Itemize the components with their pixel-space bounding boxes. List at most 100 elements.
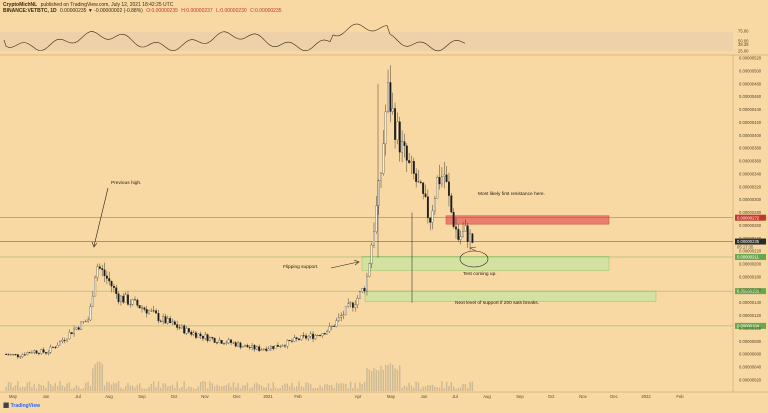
candle-body bbox=[302, 335, 305, 337]
volume-bar bbox=[75, 385, 78, 391]
candle-body bbox=[237, 342, 240, 347]
volume-bar bbox=[188, 386, 190, 391]
candle-body bbox=[466, 225, 469, 242]
volume-bar bbox=[368, 369, 370, 391]
volume-bar bbox=[310, 384, 312, 391]
volume-bar bbox=[12, 387, 14, 391]
volume-bar bbox=[356, 388, 359, 391]
volume-bar bbox=[279, 388, 281, 391]
candle-body bbox=[143, 307, 146, 310]
volume-bar bbox=[5, 387, 7, 391]
volume-bar bbox=[134, 387, 136, 391]
candle-body bbox=[363, 288, 366, 292]
high-value: H:0.00000237 bbox=[181, 8, 213, 14]
rsi-level-label: 25.00 bbox=[738, 49, 749, 54]
x-tick-label: Dec bbox=[233, 394, 240, 399]
volume-bar bbox=[431, 384, 434, 391]
close-value: C:0.00000235 bbox=[250, 8, 282, 14]
candle-body bbox=[309, 333, 312, 337]
level-label: 0.00000211 bbox=[737, 255, 759, 260]
candle-body bbox=[84, 321, 87, 323]
volume-bar bbox=[174, 387, 176, 391]
x-tick-label: Apr bbox=[355, 394, 362, 399]
y-tick-label: 0.00000180 bbox=[739, 274, 762, 279]
volume-bar bbox=[384, 364, 387, 391]
candle-body bbox=[141, 307, 143, 309]
candle-body bbox=[9, 354, 12, 356]
candle-body bbox=[28, 352, 31, 354]
x-tick-label: Nov bbox=[201, 394, 209, 399]
volume-bar bbox=[443, 388, 445, 391]
volume-bar bbox=[138, 383, 141, 391]
candle-body bbox=[218, 340, 221, 344]
candle-body bbox=[401, 141, 404, 153]
volume-bar bbox=[408, 382, 410, 391]
volume-bar bbox=[394, 368, 396, 391]
candle-body bbox=[77, 327, 80, 330]
x-tick-label: Feb bbox=[294, 394, 302, 399]
candle-body bbox=[35, 350, 38, 354]
level-tag bbox=[735, 253, 766, 260]
candle-body bbox=[47, 352, 50, 354]
volume-bar bbox=[436, 387, 438, 391]
rsi-line bbox=[3, 23, 466, 52]
candle-body bbox=[394, 108, 396, 140]
candle-body bbox=[68, 332, 71, 340]
volume-bar bbox=[410, 385, 413, 391]
volume-bar bbox=[249, 388, 251, 391]
candle-body bbox=[258, 346, 261, 351]
candle-body bbox=[380, 173, 382, 181]
tradingview-logo[interactable]: ⬛ TradingView bbox=[3, 403, 40, 409]
volume-bar bbox=[45, 387, 47, 391]
volume-bar bbox=[141, 388, 143, 391]
candle-body bbox=[429, 217, 432, 223]
volume-bar bbox=[246, 382, 249, 391]
volume-bar bbox=[361, 384, 363, 391]
candle-body bbox=[232, 342, 235, 344]
candle-body bbox=[244, 345, 247, 347]
candle-body bbox=[284, 345, 286, 347]
volume-bar bbox=[265, 387, 267, 391]
volume-bar bbox=[399, 365, 401, 391]
symbol-label[interactable]: BINANCE:VETBTC, 1D bbox=[3, 8, 57, 14]
candle-body bbox=[471, 233, 474, 243]
candle-body bbox=[398, 121, 401, 153]
y-tick-label: 0.00000160 bbox=[739, 287, 762, 292]
x-tick-label: 2022 bbox=[641, 394, 651, 399]
axis-layer: 0.00000520 0.00000500 0.00000480 0.00000460… bbox=[0, 55, 768, 399]
volume-bar bbox=[113, 382, 115, 391]
x-tick-label: Feb bbox=[676, 394, 684, 399]
y-tick-label: 0.00000140 bbox=[739, 300, 762, 305]
volume-bar bbox=[206, 388, 209, 391]
candle-body bbox=[94, 277, 97, 297]
candle-body bbox=[110, 280, 113, 287]
candle-body bbox=[450, 195, 453, 213]
level-label: 0.00000235 bbox=[737, 239, 760, 244]
volume-bar bbox=[199, 382, 202, 391]
candle-body bbox=[305, 335, 307, 339]
volume-bar bbox=[302, 387, 305, 391]
volume-bar bbox=[73, 387, 75, 391]
volume-bar bbox=[377, 370, 380, 391]
volume-bar bbox=[244, 385, 246, 391]
rsi-level-label: 75.00 bbox=[738, 29, 749, 34]
y-tick-label: 0.00000380 bbox=[739, 146, 762, 151]
volume-bar bbox=[202, 381, 204, 391]
volume-bar bbox=[64, 386, 66, 391]
volume-bar bbox=[124, 385, 127, 391]
publisher-name[interactable]: CryptoMichNL bbox=[3, 2, 38, 8]
candle-body bbox=[169, 318, 172, 323]
candle-body bbox=[328, 326, 331, 332]
volume-bar bbox=[7, 381, 10, 391]
volume-bar bbox=[92, 368, 94, 391]
y-tick-label: 0.00000440 bbox=[739, 107, 762, 112]
x-tick-label: Jun bbox=[421, 394, 428, 399]
volume-bar bbox=[305, 382, 307, 391]
volume-bar bbox=[239, 388, 242, 391]
volume-bar bbox=[403, 385, 406, 391]
volume-bar bbox=[56, 386, 59, 391]
candle-body bbox=[333, 325, 336, 327]
candle-body bbox=[112, 285, 115, 288]
